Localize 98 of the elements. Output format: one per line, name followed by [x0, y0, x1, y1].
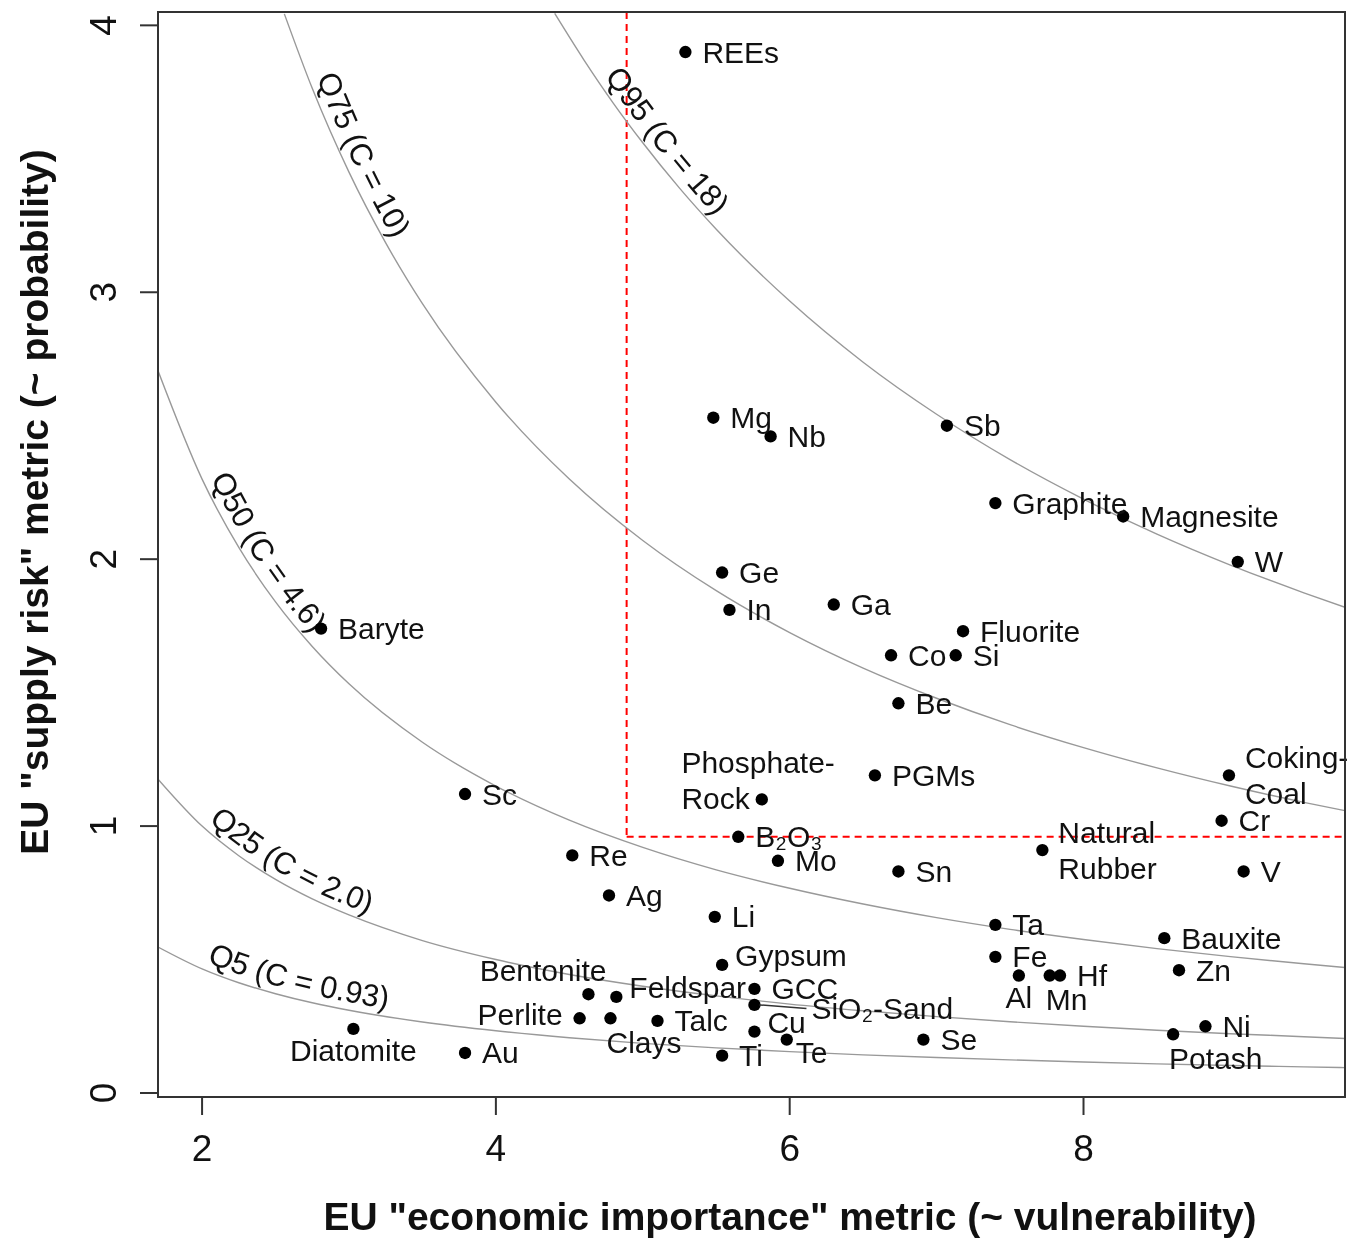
annotation: Diatomite [290, 1034, 417, 1068]
point [1172, 964, 1186, 977]
point [1158, 932, 1171, 945]
annotation: REEs [702, 35, 780, 69]
point [582, 988, 595, 1001]
annotation: Cr [1238, 804, 1271, 838]
point [732, 830, 745, 843]
y-axis-title: EU "supply risk" metric (~ probability) [13, 149, 56, 855]
x-tick-label: 8 [1073, 1128, 1094, 1169]
x-tick-label: 4 [485, 1128, 507, 1169]
point [748, 1025, 761, 1038]
point [949, 649, 962, 662]
y-tick-label: 3 [83, 281, 124, 303]
point [679, 45, 692, 59]
annotation: Graphite [1012, 486, 1128, 520]
point [748, 982, 761, 996]
annotation: Ag [626, 878, 663, 912]
point [868, 769, 882, 782]
annotation: Gypsum [735, 939, 847, 973]
annotation: Li [731, 900, 756, 934]
annotation: Natural Rubber [1058, 815, 1157, 885]
point [1215, 814, 1228, 827]
annotation: Au [482, 1036, 519, 1070]
point [748, 998, 761, 1012]
point [1012, 969, 1026, 982]
point [723, 603, 736, 617]
y-tick-label: 1 [83, 815, 124, 837]
annotation: Baryte [338, 612, 425, 646]
annotation: Be [915, 686, 953, 720]
annotation: Al [1005, 981, 1033, 1015]
point [347, 1022, 360, 1036]
point [755, 793, 768, 806]
annotation: Potash [1169, 1041, 1263, 1075]
point [610, 990, 623, 1004]
point [940, 419, 954, 432]
annotation: In [746, 593, 772, 627]
point [602, 889, 616, 902]
point [989, 918, 1002, 932]
point [1053, 969, 1067, 982]
point [707, 411, 720, 424]
point [771, 854, 785, 867]
point [827, 598, 840, 611]
annotation: Mg [730, 401, 772, 435]
annotation: Feldspar [629, 971, 747, 1005]
point [780, 1033, 793, 1046]
point [715, 958, 729, 972]
point [989, 950, 1002, 964]
point [1166, 1028, 1180, 1041]
x-tick-label: 2 [191, 1128, 213, 1169]
annotation: V [1260, 854, 1281, 888]
annotation: Zn [1196, 953, 1232, 987]
point [715, 1049, 729, 1062]
point [1237, 865, 1250, 878]
annotation: Nb [787, 419, 826, 453]
point [458, 1046, 472, 1060]
annotation: W [1254, 545, 1284, 579]
point [1036, 843, 1049, 857]
point [651, 1014, 664, 1028]
annotation: Ta [1012, 908, 1045, 942]
point [573, 1012, 586, 1025]
point [566, 849, 579, 862]
annotation: Magnesite [1140, 499, 1279, 533]
annotation: Co [908, 638, 947, 672]
y-tick-label: 0 [83, 1082, 124, 1104]
point [458, 787, 472, 801]
annotation: Phosphate-Rock [681, 745, 835, 815]
point [708, 910, 721, 923]
annotation: Fe [1012, 940, 1048, 974]
point [715, 566, 729, 579]
annotation: Bentonite [479, 953, 607, 987]
y-tick-label: 4 [83, 15, 124, 36]
point [1231, 555, 1244, 569]
point [892, 697, 905, 710]
series-label: Q5 (C = 0.93) [204, 936, 392, 1016]
point [604, 1012, 617, 1025]
annotation: PGMs [891, 758, 976, 792]
annotation: Perlite [477, 997, 563, 1031]
point [956, 625, 970, 638]
annotation: Sb [963, 409, 1001, 443]
annotation: Bauxite [1181, 921, 1282, 955]
annotation: Ti [739, 1039, 764, 1073]
point [989, 496, 1002, 510]
annotation: Se [940, 1023, 978, 1057]
y-tick-label: 2 [83, 548, 124, 570]
annotation: Ni [1222, 1009, 1251, 1043]
annotation: Sn [915, 854, 953, 888]
annotation: Sc [482, 777, 518, 811]
x-tick-label: 6 [779, 1128, 800, 1169]
point [892, 865, 905, 878]
x-axis-title: EU "economic importance" metric (~ vulnerability) [323, 1195, 1257, 1238]
point [1222, 769, 1236, 782]
annotation: Ga [850, 588, 892, 622]
annotation: Re [589, 838, 628, 872]
point [884, 649, 898, 662]
point [917, 1033, 930, 1046]
point [1043, 969, 1056, 982]
annotation: Ge [739, 556, 780, 590]
point [1199, 1020, 1212, 1033]
